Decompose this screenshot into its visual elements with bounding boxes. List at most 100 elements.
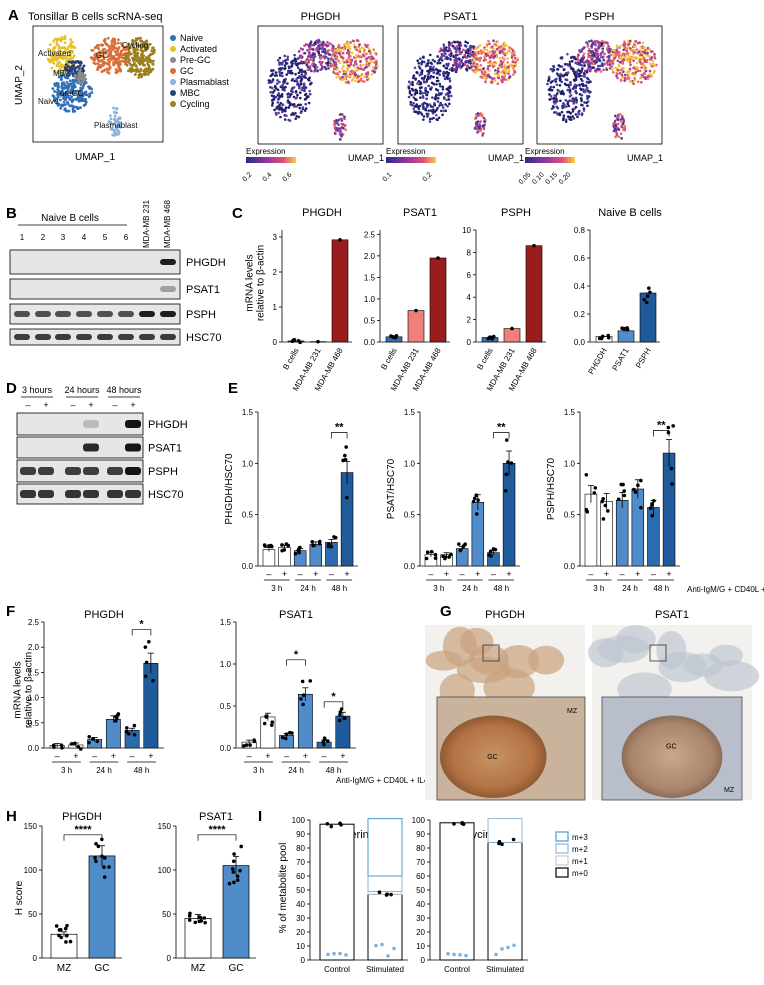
x-tick-label: B cells xyxy=(475,347,495,372)
feature-point xyxy=(449,86,452,89)
bar xyxy=(297,693,313,749)
lane-sign: – xyxy=(70,400,75,410)
feature-point xyxy=(354,59,357,63)
feature-point xyxy=(578,69,582,73)
umap-point xyxy=(106,67,109,71)
feature-point xyxy=(343,45,346,48)
panel-c-y-tick-label: 8 xyxy=(467,248,472,257)
feature-point xyxy=(352,65,356,69)
sign-label: – xyxy=(266,569,271,579)
feature-point xyxy=(639,53,642,56)
feature-point xyxy=(469,46,473,49)
sign-label: + xyxy=(111,751,116,761)
feature-point xyxy=(320,47,324,50)
feature-point xyxy=(337,48,340,51)
feature-point xyxy=(569,81,572,84)
feature-point xyxy=(358,55,362,59)
umap-point xyxy=(60,54,64,57)
feature-point xyxy=(366,78,369,82)
data-point xyxy=(389,892,393,897)
feature-point xyxy=(570,59,574,63)
umap-point xyxy=(152,59,155,63)
data-point-labelled xyxy=(380,942,384,947)
panel-i-y-tick-label: 40 xyxy=(296,900,305,909)
data-point xyxy=(384,893,389,897)
blot-band xyxy=(118,334,134,340)
panel-c-y-tick-label: 0.4 xyxy=(574,282,586,291)
feature-point xyxy=(306,48,309,52)
feature-point xyxy=(410,103,414,107)
feature-point xyxy=(464,40,467,44)
panel-d-letter: D xyxy=(6,380,17,397)
data-point xyxy=(647,286,651,290)
feature-point xyxy=(487,73,491,77)
umap-point xyxy=(139,39,142,43)
feature-point xyxy=(583,101,586,104)
feature-point xyxy=(612,71,615,74)
feature-point xyxy=(446,104,449,108)
umap-point xyxy=(149,70,153,73)
feature-point xyxy=(575,101,578,104)
umap-cluster-label: GC xyxy=(96,51,108,60)
chart-title: PHGDH xyxy=(62,811,102,823)
data-point xyxy=(102,875,107,879)
feature-point xyxy=(479,112,483,115)
feature-point xyxy=(588,91,591,94)
feature-point xyxy=(356,39,360,43)
panel-e-y-tick-label: 0.5 xyxy=(242,511,254,520)
data-point xyxy=(60,746,64,750)
data-point xyxy=(239,844,244,849)
feature-point xyxy=(606,47,609,50)
feature-point xyxy=(569,83,572,87)
feature-point xyxy=(643,46,646,49)
group-label: 24 h xyxy=(462,584,478,593)
umap-point xyxy=(60,35,64,39)
umap-point xyxy=(59,106,63,110)
feature-point xyxy=(454,70,458,74)
feature-point xyxy=(285,114,288,118)
umap-cluster-frame xyxy=(32,25,164,143)
feature-point xyxy=(333,120,336,123)
data-point xyxy=(506,460,510,464)
feature-point xyxy=(621,76,625,79)
chart-title: Naive B cells xyxy=(598,207,662,219)
feature-point xyxy=(555,72,559,75)
blot-header: Naive B cells xyxy=(41,213,99,224)
feature-point xyxy=(328,53,332,56)
feature-point xyxy=(473,65,477,69)
feature-point xyxy=(470,53,474,57)
umap-point xyxy=(52,39,55,43)
data-point xyxy=(308,679,313,683)
data-point xyxy=(280,548,284,553)
feature-point xyxy=(507,78,510,81)
panel-h-letter: H xyxy=(6,808,17,825)
feature-point xyxy=(303,89,306,92)
feature-point xyxy=(436,79,440,83)
feature-point xyxy=(484,77,488,81)
feature-point xyxy=(441,85,445,89)
feature-plot-frame xyxy=(257,25,384,145)
feature-point xyxy=(599,44,603,48)
sign-label: + xyxy=(506,569,511,579)
feature-point xyxy=(448,102,451,106)
feature-point xyxy=(566,52,569,56)
sign-label: – xyxy=(651,569,656,579)
feature-point xyxy=(279,115,282,119)
umap-point xyxy=(145,57,149,61)
legend-swatch xyxy=(170,68,176,74)
sign-label: + xyxy=(604,569,609,579)
feature-point xyxy=(345,45,349,49)
feature-point xyxy=(458,61,462,64)
bar xyxy=(617,330,635,343)
data-point xyxy=(593,486,598,490)
feature-point xyxy=(515,56,519,60)
sign-label: – xyxy=(298,569,303,579)
feature-point xyxy=(645,60,648,64)
feature-point xyxy=(503,48,506,51)
feature-point xyxy=(479,63,483,67)
feature-point xyxy=(512,69,516,72)
feature-point xyxy=(513,51,517,54)
feature-point xyxy=(602,44,605,48)
colorbar-title: Expression xyxy=(525,147,565,156)
group-label: 48 h xyxy=(331,584,347,593)
